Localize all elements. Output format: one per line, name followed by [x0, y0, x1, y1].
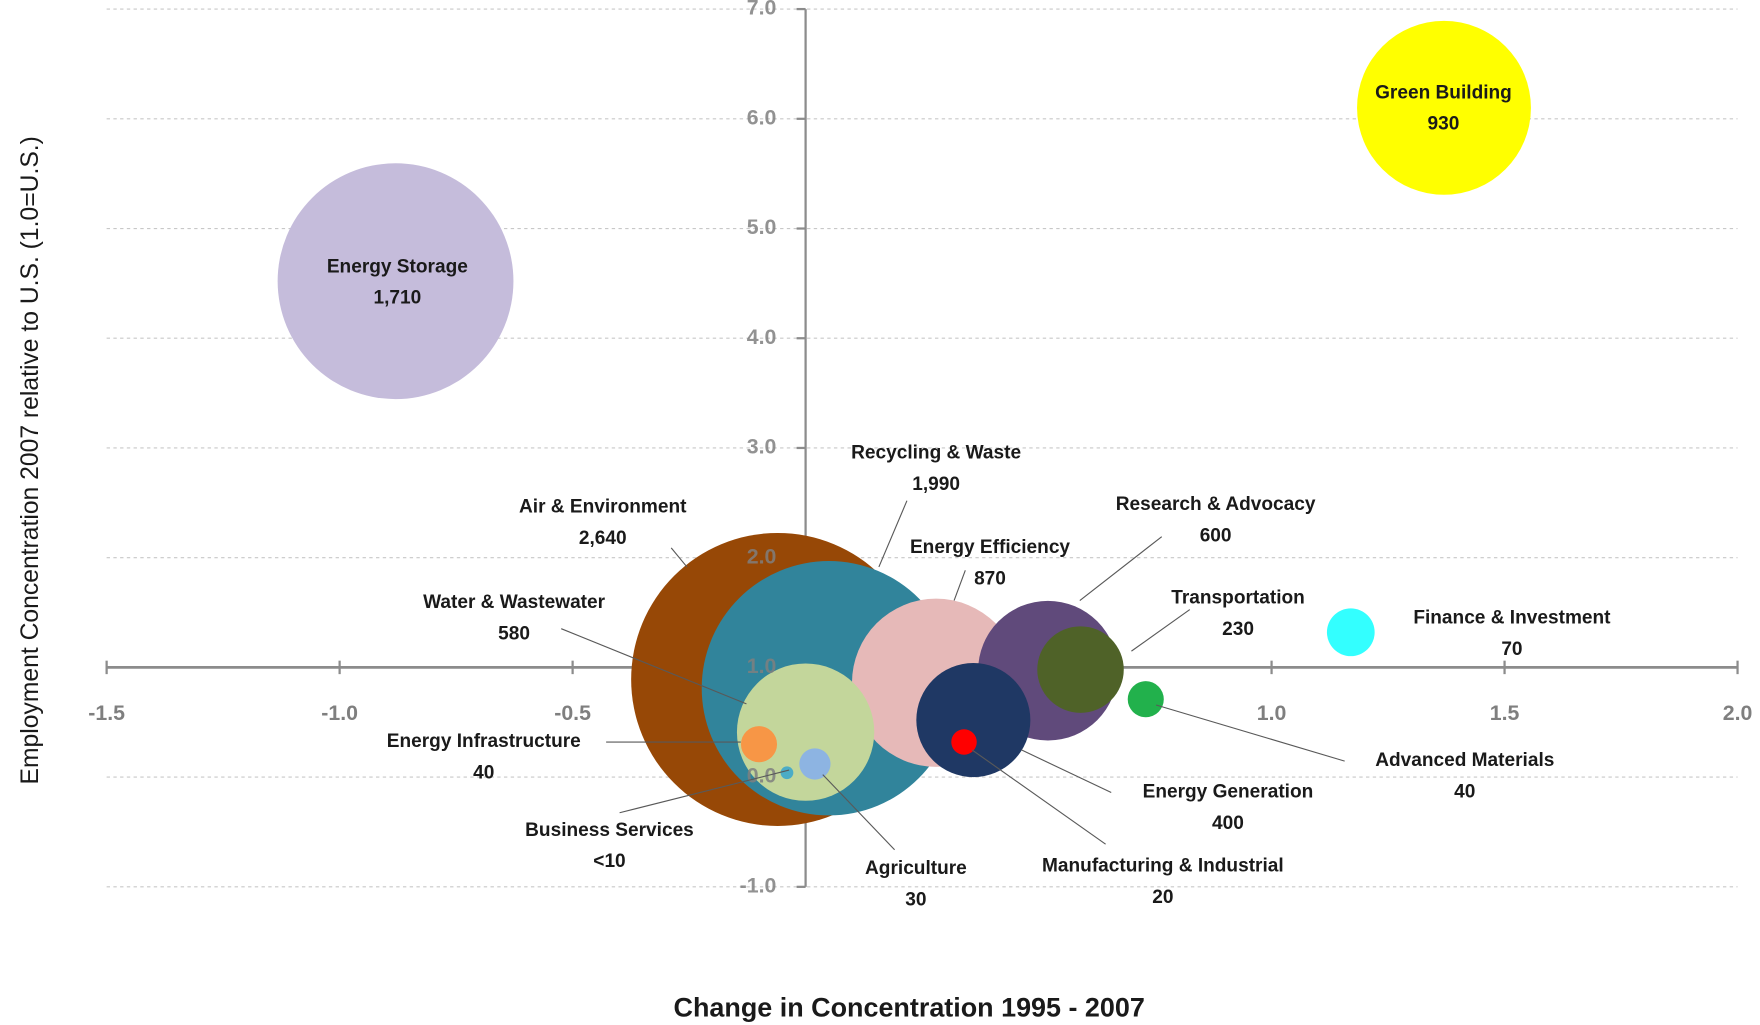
x-axis-title: Change in Concentration 1995 - 2007 — [674, 992, 1145, 1022]
bubble-value-label: 30 — [905, 889, 926, 910]
leader-line — [561, 628, 747, 705]
leader-line — [971, 749, 1106, 845]
y-tick-label: 6.0 — [747, 105, 777, 129]
leader-line — [619, 769, 790, 814]
bubble — [1037, 626, 1124, 713]
bubble-label: Recycling & Waste — [851, 443, 1021, 464]
x-tick-label: 1.0 — [1257, 701, 1287, 725]
leader-line — [1079, 536, 1163, 602]
leader-line — [1021, 749, 1112, 794]
y-tick-label: 7.0 — [747, 0, 777, 20]
bubble — [780, 766, 794, 780]
bubble — [916, 663, 1031, 778]
y-tick-label: -1.0 — [740, 873, 777, 897]
bubble-value-label: 870 — [974, 568, 1006, 589]
bubble-label: Research & Advocacy — [1116, 494, 1316, 515]
bubble-label: Energy Storage — [327, 256, 468, 277]
y-tick-label: 1.0 — [747, 654, 777, 678]
y-tick-label: 3.0 — [747, 435, 777, 459]
bubble-label: Finance & Investment — [1413, 608, 1611, 629]
bubble — [1357, 20, 1531, 195]
leader-line — [670, 547, 688, 568]
bubble — [736, 663, 875, 801]
bubble-label: Green Building — [1375, 82, 1512, 103]
bubble-label: Air & Environment — [519, 496, 687, 517]
bubble-value-label: 600 — [1200, 526, 1232, 547]
bubble-value-label: 70 — [1501, 639, 1522, 660]
bubble-label: Water & Wastewater — [423, 592, 606, 613]
bubble — [1326, 608, 1375, 657]
bubble-value-label: 1,990 — [912, 474, 960, 495]
bubble-label: Energy Efficiency — [910, 537, 1070, 558]
bubble-label: Manufacturing & Industrial — [1042, 856, 1284, 877]
x-tick-label: -1.0 — [321, 701, 358, 725]
bubble-label: Business Services — [525, 820, 694, 841]
bubble-label: Advanced Materials — [1375, 750, 1554, 771]
bubble-label: Agriculture — [865, 858, 967, 879]
bubble-value-label: 2,640 — [579, 528, 627, 549]
bubble-label: Transportation — [1171, 587, 1305, 608]
leader-line — [822, 774, 895, 851]
leader-line — [878, 500, 908, 568]
bubble-value-label: <10 — [593, 851, 625, 872]
x-tick-label: -0.5 — [554, 701, 591, 725]
x-tick-label: -1.5 — [88, 701, 125, 725]
y-tick-label: 5.0 — [747, 215, 777, 239]
leader-line — [1131, 609, 1191, 652]
bubble — [277, 163, 514, 400]
y-tick-label: 0.0 — [747, 764, 777, 788]
x-tick-label: 2.0 — [1723, 701, 1753, 725]
bubble-value-label: 40 — [473, 763, 494, 784]
bubble-value-label: 40 — [1454, 782, 1475, 803]
bubble-label: Energy Infrastructure — [387, 731, 581, 752]
x-tick-label: 1.5 — [1490, 701, 1520, 725]
bubble — [1127, 681, 1164, 718]
bubble — [951, 729, 977, 755]
bubble-value-label: 930 — [1428, 114, 1460, 135]
bubble — [740, 726, 778, 763]
bubble-value-label: 580 — [498, 623, 530, 644]
bubble-value-label: 20 — [1152, 887, 1173, 908]
leader-line — [1155, 704, 1345, 762]
y-axis-title: Employment Concentration 2007 relative t… — [17, 136, 44, 784]
bubble-value-label: 230 — [1222, 619, 1254, 640]
leader-line — [953, 570, 966, 601]
bubble-value-label: 1,710 — [373, 288, 421, 309]
bubble — [799, 748, 831, 780]
bubble-label: Energy Generation — [1143, 782, 1314, 803]
y-tick-label: 4.0 — [747, 325, 777, 349]
bubble-value-label: 400 — [1212, 813, 1244, 834]
y-tick-label: 2.0 — [747, 544, 777, 568]
